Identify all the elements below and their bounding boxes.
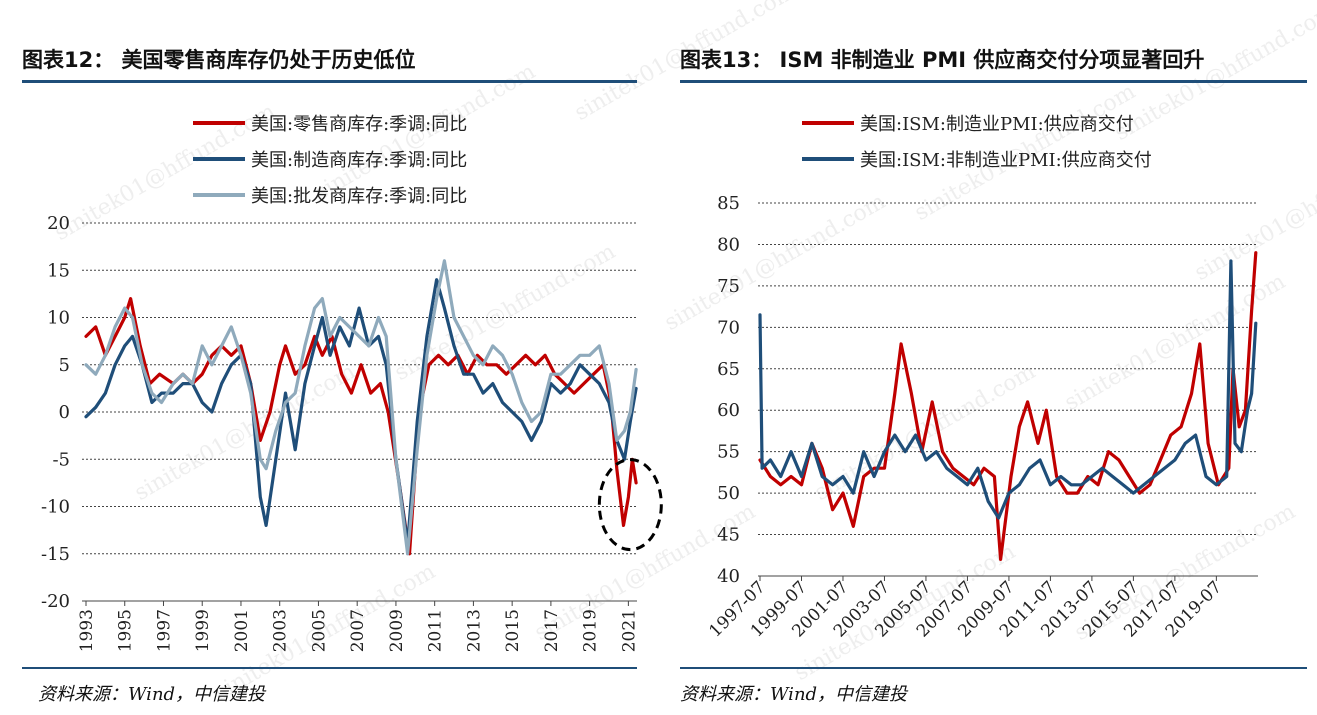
x-tick-label: 2021 bbox=[619, 609, 639, 652]
legend-label: 美国:批发商库存:季调:同比 bbox=[251, 186, 467, 207]
x-tick-label: 2013 bbox=[464, 609, 484, 652]
y-tick-label: 80 bbox=[717, 234, 740, 255]
y-tick-label: 15 bbox=[47, 260, 70, 281]
x-tick-label: 2015 bbox=[503, 609, 523, 652]
panel-ism-supplier: 图表13： ISM 非制造业 PMI 供应商交付分项显著回升 美国:ISM:制造… bbox=[660, 0, 1317, 715]
y-tick-label: 65 bbox=[717, 359, 740, 380]
x-tick-label: 2019 bbox=[581, 609, 601, 652]
y-tick-label: 50 bbox=[717, 483, 740, 504]
title-rule-right bbox=[680, 80, 1307, 83]
x-tick-label: 2005 bbox=[309, 609, 329, 652]
y-tick-label: 10 bbox=[47, 308, 70, 329]
legend-label: 美国:ISM:非制造业PMI:供应商交付 bbox=[860, 150, 1152, 171]
y-tick-label: 75 bbox=[717, 276, 740, 297]
x-tick-label: 2011 bbox=[426, 609, 446, 652]
y-tick-label: -10 bbox=[41, 497, 70, 518]
series-line bbox=[84, 278, 638, 546]
y-tick-label: 70 bbox=[717, 317, 740, 338]
series-line bbox=[84, 259, 638, 556]
legend-label: 美国:制造商库存:季调:同比 bbox=[251, 150, 467, 171]
y-tick-label: 5 bbox=[59, 355, 70, 376]
x-tick-label: 2007 bbox=[348, 609, 368, 652]
y-tick-label: 60 bbox=[717, 400, 740, 421]
title-rule-left bbox=[22, 80, 637, 83]
y-tick-label: -15 bbox=[41, 544, 70, 565]
series-line bbox=[758, 259, 1258, 520]
x-tick-label: 2003 bbox=[271, 609, 291, 652]
x-tick-label: 2009 bbox=[387, 609, 407, 652]
x-tick-label: 1995 bbox=[116, 609, 136, 652]
source-rule-right bbox=[680, 667, 1307, 669]
y-tick-label: 40 bbox=[717, 566, 740, 587]
chart-title-right: 图表13： ISM 非制造业 PMI 供应商交付分项显著回升 bbox=[680, 48, 1205, 72]
x-tick-label: 2001 bbox=[232, 609, 252, 652]
source-note-right: 资料来源：Wind，中信建投 bbox=[680, 684, 908, 705]
y-tick-label: 20 bbox=[47, 213, 70, 234]
y-tick-label: 55 bbox=[717, 442, 740, 463]
series-line bbox=[758, 251, 1258, 561]
legend-label: 美国:ISM:制造业PMI:供应商交付 bbox=[860, 114, 1134, 135]
legend-label: 美国:零售商库存:季调:同比 bbox=[251, 114, 467, 135]
y-tick-label: 85 bbox=[717, 193, 740, 214]
source-note-left: 资料来源：Wind，中信建投 bbox=[38, 684, 266, 705]
highlight-ellipse bbox=[597, 458, 663, 552]
y-tick-label: -20 bbox=[41, 591, 70, 612]
y-tick-label: -5 bbox=[52, 449, 70, 470]
x-tick-label: 1997 bbox=[154, 609, 174, 652]
panel-retail-inventory: 图表12： 美国零售商库存仍处于历史低位 美国:零售商库存:季调:同比 美国:制造… bbox=[22, 48, 663, 705]
y-tick-label: 0 bbox=[59, 402, 70, 423]
x-tick-label: 1999 bbox=[193, 609, 213, 652]
x-tick-label: 2017 bbox=[542, 609, 562, 652]
source-rule-left bbox=[22, 667, 637, 669]
y-tick-label: 45 bbox=[717, 525, 740, 546]
x-tick-label: 1993 bbox=[77, 609, 97, 652]
chart-title-left: 图表12： 美国零售商库存仍处于历史低位 bbox=[22, 48, 416, 72]
chart-left-svg: 美国:零售商库存:季调:同比美国:制造商库存:季调:同比美国:批发商库存:季调:… bbox=[41, 114, 663, 652]
